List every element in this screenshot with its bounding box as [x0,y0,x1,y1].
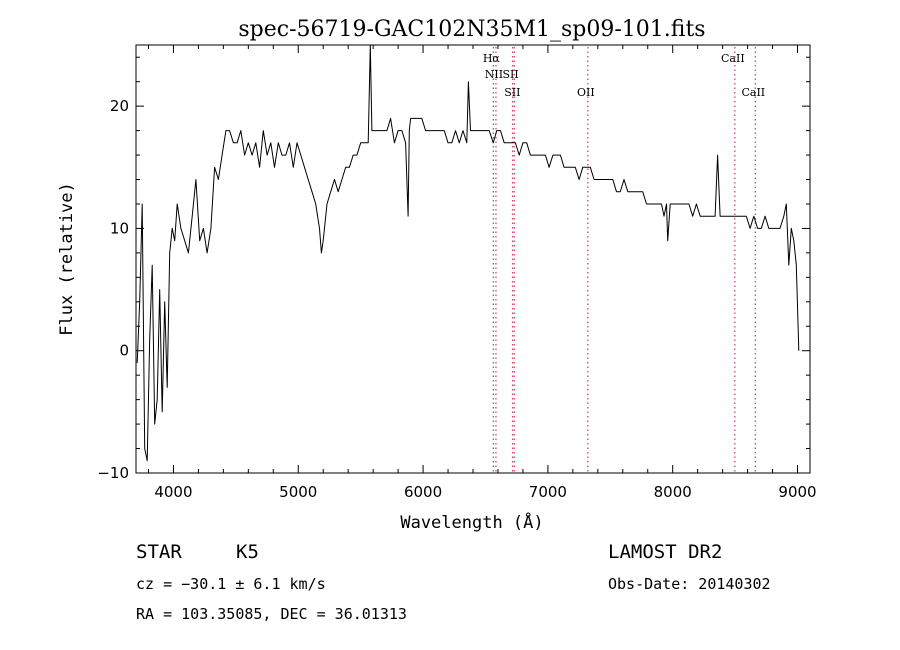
y-axis-label: Flux (relative) [57,182,77,336]
y-tick-label: 20 [110,97,129,115]
spectrum-line [136,44,800,462]
x-tick-label: 6000 [404,483,442,501]
line-marker-label: SII [502,68,518,81]
survey-name: LAMOST DR2 [608,541,722,563]
plot-frame [135,44,811,474]
x-axis-label: Wavelength (Å) [400,511,543,533]
line-marker-label: CaII [721,52,745,65]
line-marker-labels: Hα NII SII SII OII CaII CaII [483,52,765,99]
y-tick-label: −10 [97,464,129,482]
y-axis-ticks: −10 0 10 20 [97,56,810,482]
object-subclass: K5 [236,541,259,563]
y-tick-label: 10 [110,219,129,237]
coordinates-text: RA = 103.35085, DEC = 36.01313 [136,605,407,623]
spectrum-series [136,44,800,462]
y-tick-label: 0 [119,342,129,360]
line-marker-label: OII [577,86,595,99]
line-marker-label: CaII [741,86,765,99]
x-tick-label: 9000 [778,483,816,501]
x-axis-ticks: 4000 5000 6000 7000 8000 9000 [147,45,817,501]
line-markers [492,47,756,472]
object-type: STAR [136,541,182,563]
line-marker-label: NII [485,68,503,81]
chart-title: spec-56719-GAC102N35M1_sp09-101.fits [238,17,705,42]
x-tick-label: 8000 [654,483,692,501]
observation-date: Obs-Date: 20140302 [608,575,771,593]
line-marker-label: Hα [483,52,501,65]
line-marker-label: SII [504,86,520,99]
x-tick-label: 7000 [529,483,567,501]
x-tick-label: 5000 [279,483,317,501]
velocity-text: cz = −30.1 ± 6.1 km/s [136,575,326,593]
x-tick-label: 4000 [154,483,192,501]
